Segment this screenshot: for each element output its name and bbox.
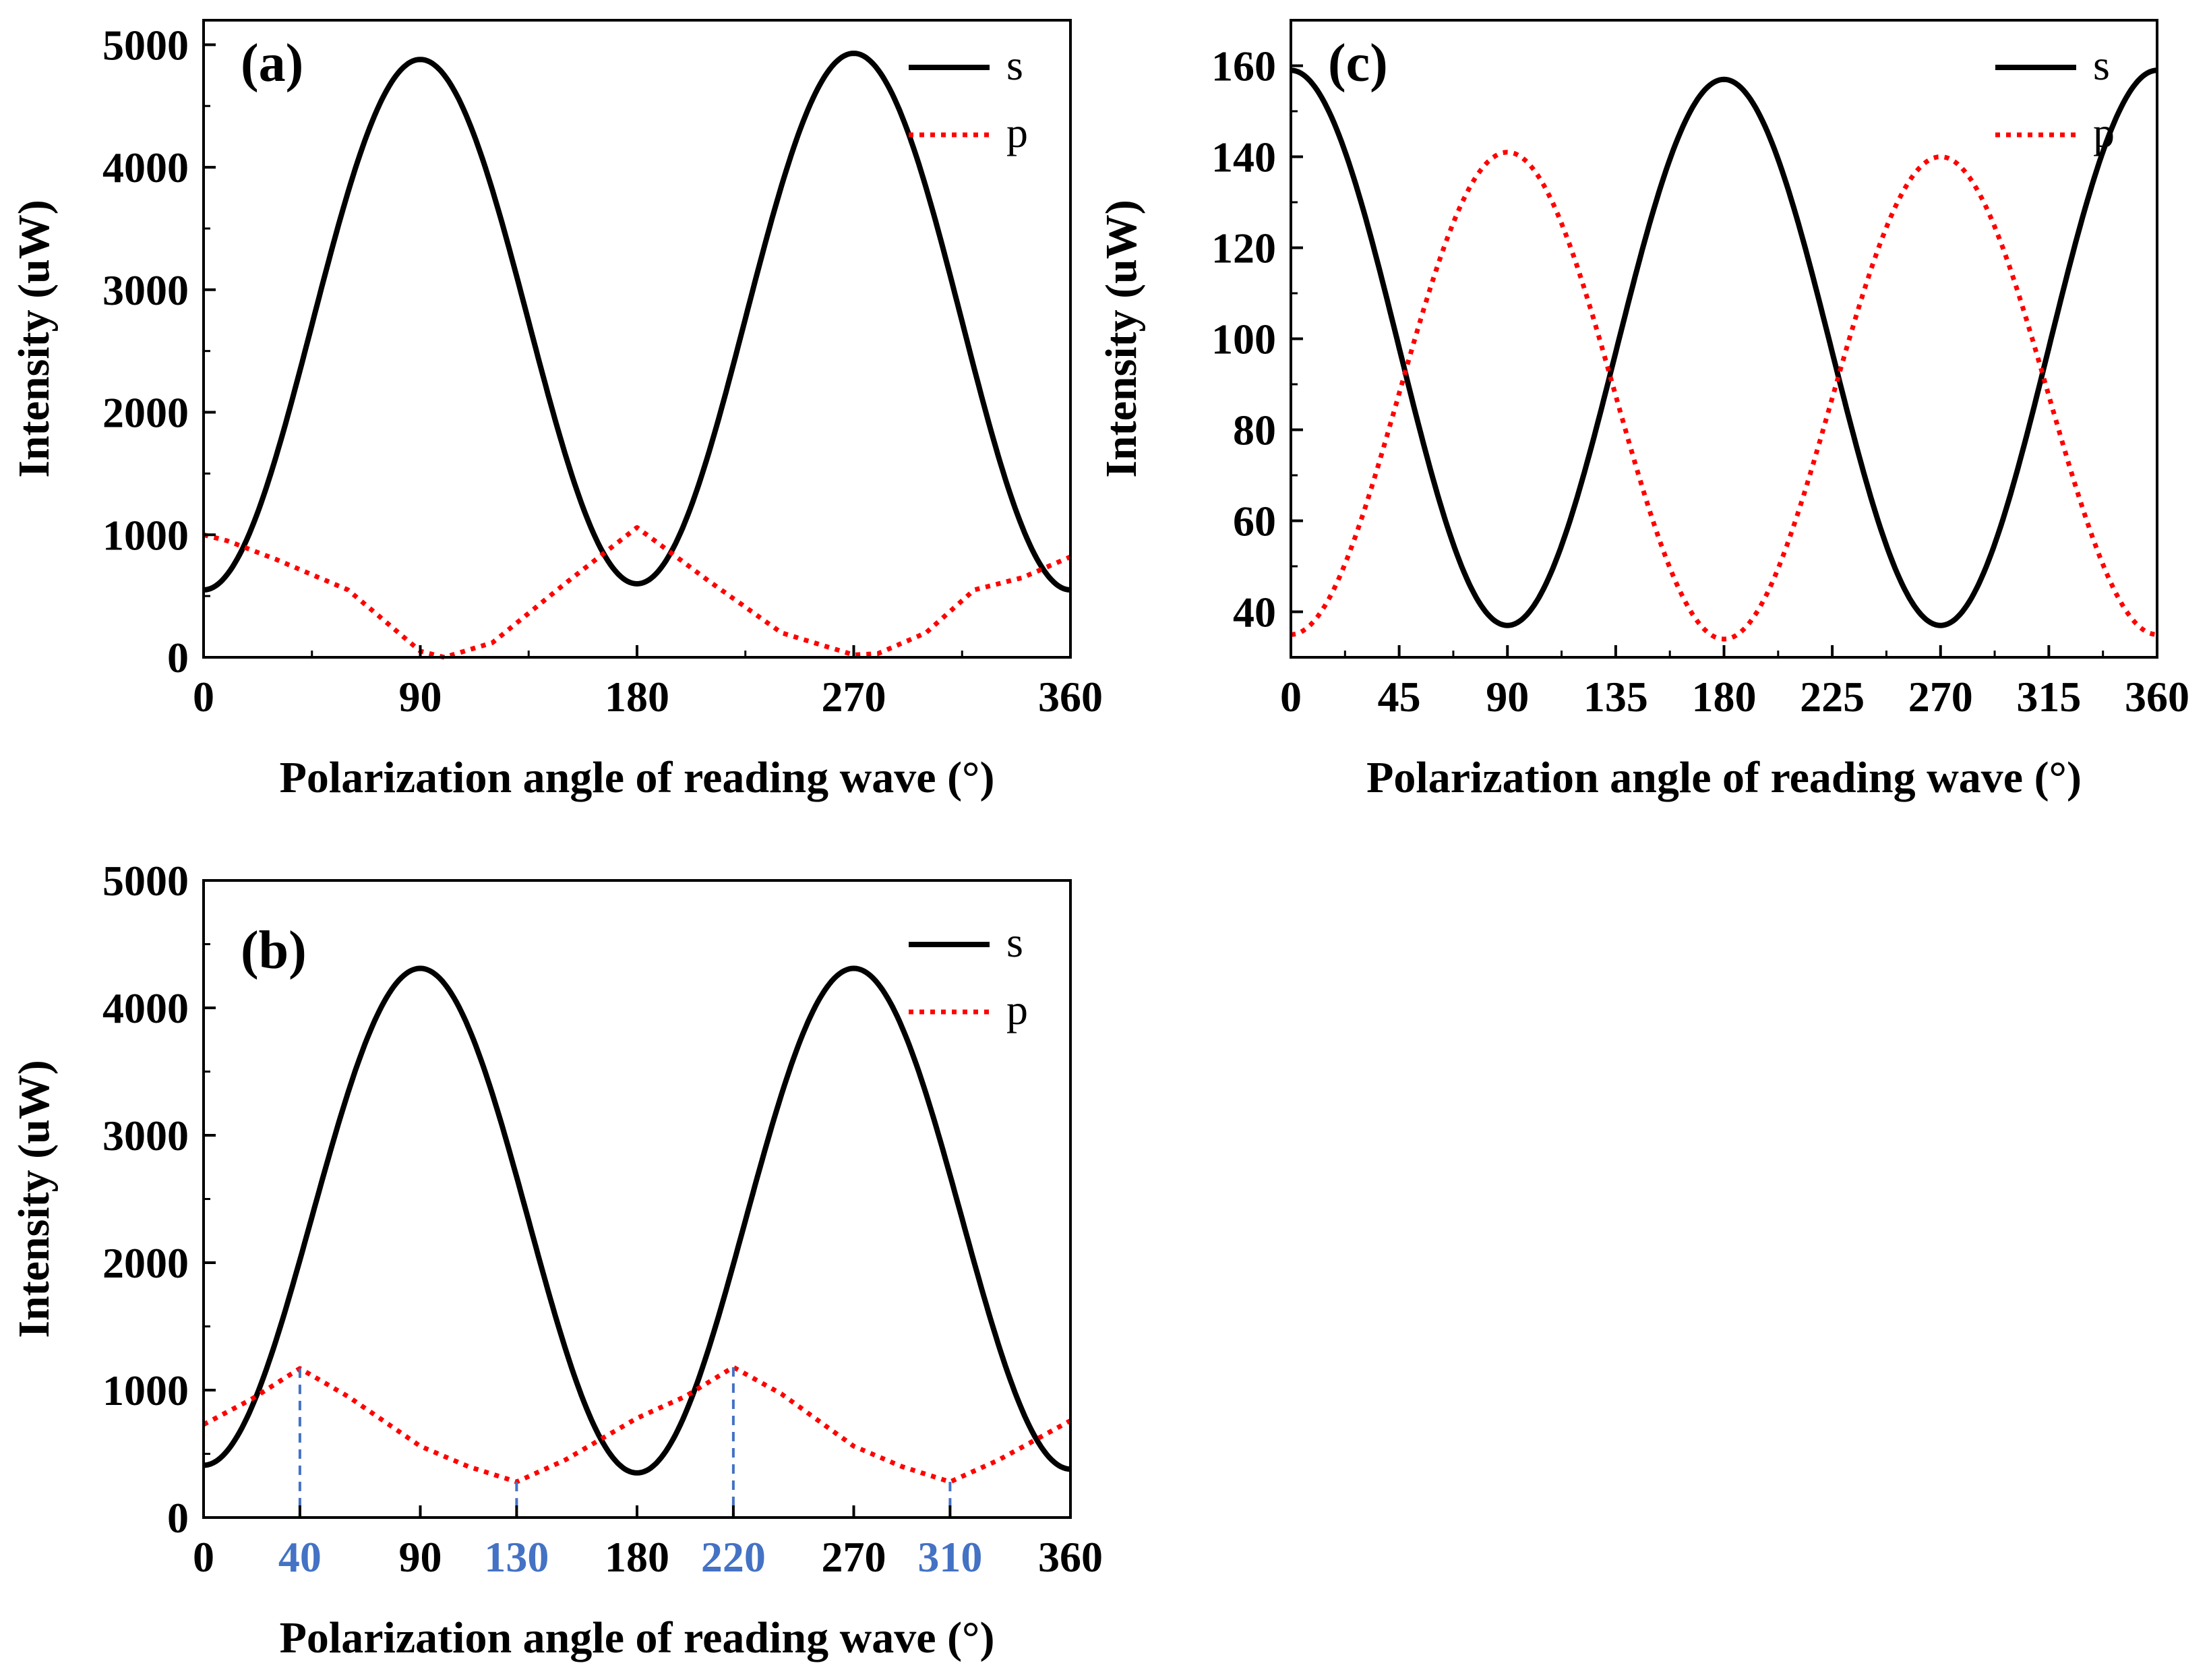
x-tick-label-90: 90	[1486, 673, 1529, 721]
panel-label: (b)	[241, 921, 307, 980]
x-tick-label-225: 225	[1800, 673, 1865, 721]
x-tick-label-90: 90	[399, 673, 442, 721]
y-tick-label-1000: 1000	[102, 1367, 189, 1414]
x-tick-label-180: 180	[605, 1533, 669, 1581]
x-tick-label-180: 180	[1692, 673, 1757, 721]
y-tick-label-60: 60	[1233, 498, 1276, 545]
x-tick-label-270: 270	[822, 673, 886, 721]
x-tick-label-360: 360	[1038, 1533, 1103, 1581]
x-axis-title: Polarization angle of reading wave (°)	[280, 753, 995, 802]
y-tick-label-5000: 5000	[102, 857, 189, 905]
x-tick-label-45: 45	[1378, 673, 1421, 721]
x-tick-label-135: 135	[1583, 673, 1648, 721]
y-tick-label-3000: 3000	[102, 1112, 189, 1160]
y-tick-label-160: 160	[1211, 42, 1276, 90]
series-line-s	[203, 965, 1071, 1476]
panel-a: 0 90 180 270 360 0 1000 2000 3000 4000 5000 Polariz…	[9, 19, 1103, 802]
x-tick-label-220: 220	[701, 1533, 766, 1581]
y-tick-label-80: 80	[1233, 407, 1276, 454]
y-tick-label-1000: 1000	[102, 511, 189, 559]
legend-label-p: p	[2093, 109, 2115, 156]
series-line-p	[203, 524, 1072, 660]
x-tick-label-0: 0	[193, 1533, 214, 1581]
series-line-s	[203, 51, 1071, 593]
y-tick-label-3000: 3000	[102, 266, 189, 314]
x-tick-label-270: 270	[822, 1533, 886, 1581]
y-axis-title: Intensity (uW)	[9, 1060, 59, 1338]
series-line-s	[1290, 67, 2158, 628]
y-tick-label-0: 0	[167, 1494, 189, 1542]
x-tick-label-0: 0	[193, 673, 214, 721]
x-tick-label-270: 270	[1908, 673, 1973, 721]
y-tick-label-4000: 4000	[102, 144, 189, 191]
legend-label-p: p	[1006, 109, 1028, 156]
x-axis-title: Polarization angle of reading wave (°)	[1366, 753, 2082, 802]
x-tick-label-180: 180	[605, 673, 669, 721]
x-axis-title: Polarization angle of reading wave (°)	[280, 1613, 995, 1662]
x-tick-label-310: 310	[917, 1533, 982, 1581]
legend-label-s: s	[1006, 41, 1023, 89]
legend-label-s: s	[2093, 41, 2110, 89]
y-tick-label-120: 120	[1211, 224, 1276, 272]
panel-b: 0 40 90 130 180 220 270 310 360 0 1000 2000 3000 4000…	[9, 857, 1103, 1662]
y-tick-label-2000: 2000	[102, 389, 189, 437]
y-tick-label-140: 140	[1211, 133, 1276, 181]
x-tick-label-0: 0	[1280, 673, 1302, 721]
y-tick-label-5000: 5000	[102, 21, 189, 69]
x-tick-label-90: 90	[399, 1533, 442, 1581]
y-axis-title: Intensity (uW)	[1097, 200, 1146, 478]
x-tick-label-130: 130	[484, 1533, 549, 1581]
y-axis-title: Intensity (uW)	[9, 200, 59, 478]
x-tick-label-40: 40	[278, 1533, 322, 1581]
panel-label: (a)	[241, 34, 303, 93]
y-tick-label-4000: 4000	[102, 984, 189, 1032]
y-tick-label-0: 0	[167, 634, 189, 682]
x-tick-label-315: 315	[2016, 673, 2081, 721]
y-tick-label-2000: 2000	[102, 1239, 189, 1287]
legend-label-s: s	[1006, 918, 1023, 966]
panel-label: (c)	[1328, 34, 1388, 93]
y-tick-label-100: 100	[1211, 316, 1276, 363]
legend-label-p: p	[1006, 986, 1028, 1033]
x-tick-label-360: 360	[1038, 673, 1103, 721]
x-tick-label-360: 360	[2125, 673, 2189, 721]
panel-c: 0 45 90 135 180 225 270 315 360 40 60 80 100 120 140 16…	[1097, 19, 2189, 802]
y-tick-label-40: 40	[1233, 589, 1276, 636]
series-line-p	[1290, 150, 2158, 642]
